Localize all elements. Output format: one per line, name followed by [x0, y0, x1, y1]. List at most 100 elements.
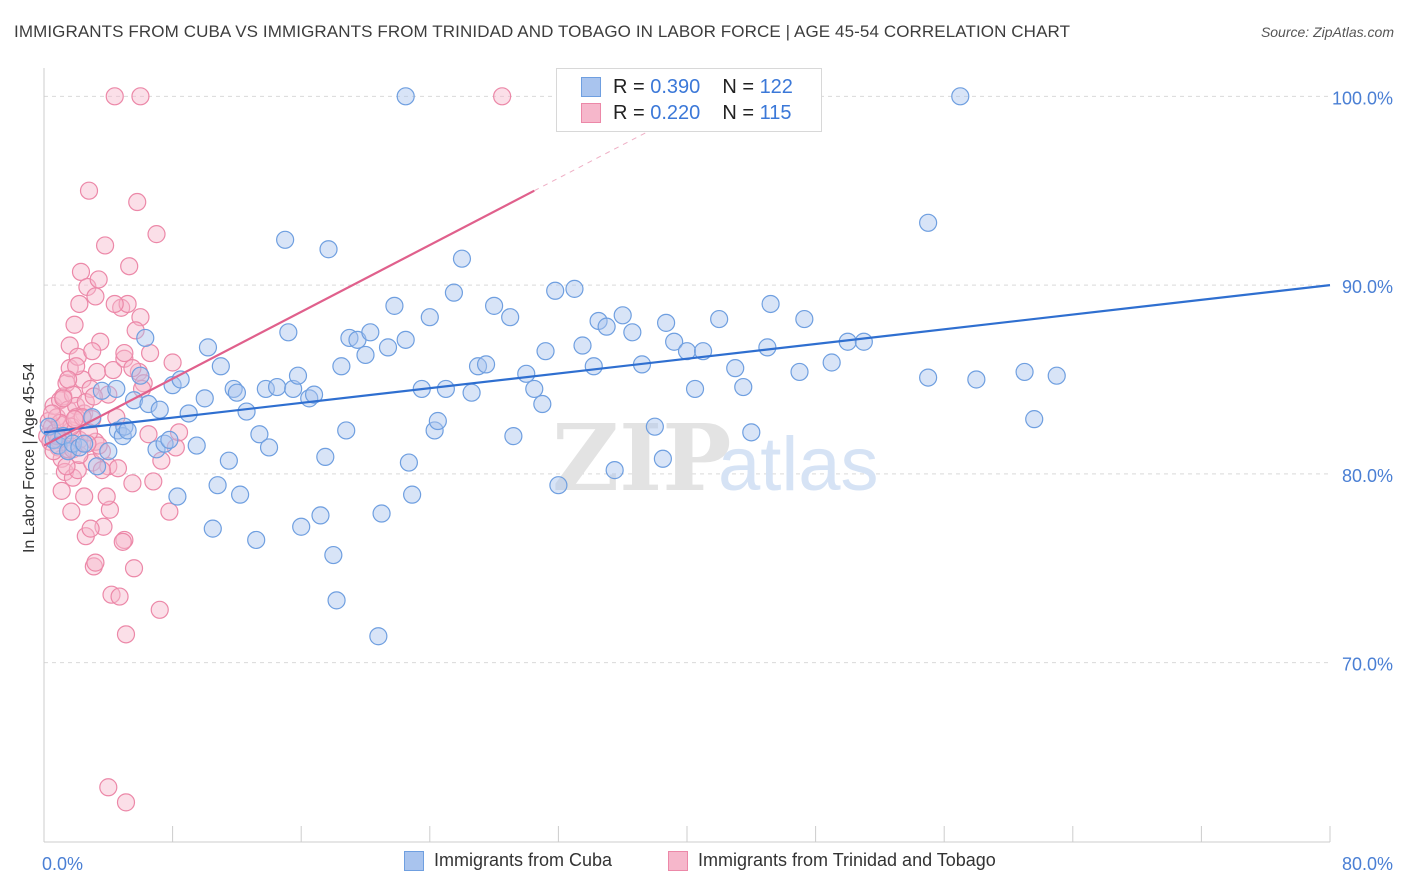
- y-tick-label: 80.0%: [1342, 466, 1393, 486]
- cuba-point: [356, 345, 375, 365]
- cuba-point: [369, 627, 388, 646]
- cuba-point: [136, 328, 155, 348]
- cuba-point: [378, 338, 398, 357]
- tt-point: [62, 502, 81, 521]
- watermark: ZIP atlas: [552, 404, 879, 512]
- cuba-point: [256, 379, 275, 399]
- chart-title: IMMIGRANTS FROM CUBA VS IMMIGRANTS FROM …: [14, 22, 1071, 41]
- tt-point: [126, 321, 145, 340]
- cuba-point: [187, 436, 206, 455]
- cuba-point: [504, 427, 523, 446]
- tt-point: [163, 353, 182, 372]
- cuba-point: [653, 449, 672, 468]
- cuba-point: [139, 394, 158, 414]
- tt-point: [65, 315, 84, 334]
- cuba-point: [444, 283, 464, 302]
- cuba-trend-line: [43, 284, 1331, 434]
- bottom-legend-cuba: Immigrants from Cuba: [404, 850, 612, 871]
- cuba-point: [822, 353, 841, 372]
- tt-point: [89, 436, 108, 455]
- x-tick-label-max: 80.0%: [1342, 854, 1393, 874]
- cuba-point: [324, 545, 343, 565]
- y-tick-label: 100.0%: [1332, 88, 1393, 108]
- legend-swatch-cuba: [581, 77, 601, 97]
- tt-point: [150, 600, 169, 619]
- cuba-point: [131, 366, 150, 385]
- axis-labels: 70.0% 80.0% 90.0% 100.0% 0.0% 80.0% In Labor F…: [21, 88, 1393, 874]
- cuba-point: [276, 230, 295, 249]
- cuba-point: [919, 368, 938, 387]
- watermark-zip: ZIP: [552, 404, 731, 512]
- cuba-point: [584, 357, 603, 376]
- cuba-point: [476, 355, 496, 374]
- cuba-point: [198, 338, 218, 357]
- cuba-point: [645, 417, 664, 436]
- cuba-point: [92, 381, 111, 400]
- tt-point: [83, 342, 102, 361]
- cuba-point: [227, 383, 246, 402]
- cuba-point: [685, 379, 705, 399]
- tt-point: [67, 357, 86, 376]
- cuba-point: [288, 366, 308, 385]
- tt-trend-line: [43, 189, 535, 447]
- tt-point: [147, 225, 166, 244]
- cuba-point: [710, 309, 729, 329]
- tt-point: [52, 481, 71, 500]
- cuba-point: [436, 379, 455, 399]
- cuba-point: [613, 306, 632, 325]
- cuba-point: [501, 308, 520, 327]
- cuba-point: [665, 332, 684, 351]
- cuba-point: [758, 338, 777, 357]
- legend-n-value-cuba: 122: [759, 75, 793, 98]
- watermark-atlas: atlas: [718, 422, 879, 507]
- tt-point: [144, 472, 163, 491]
- cuba-point: [337, 421, 356, 440]
- cuba-point: [428, 411, 447, 431]
- cuba-point: [250, 425, 269, 444]
- cuba-point: [311, 506, 330, 525]
- tt-point: [140, 343, 160, 363]
- cuba-point: [565, 279, 584, 298]
- cuba-point: [951, 87, 970, 106]
- tt-trend-extension: [534, 125, 660, 192]
- tt-point: [89, 270, 108, 289]
- legend-n-label-tt: N =: [722, 101, 760, 124]
- tt-point: [95, 236, 115, 255]
- legend-row-tt: R = 0.220 N = 115: [581, 100, 791, 126]
- bottom-legend-tt: Immigrants from Trinidad and Tobago: [668, 850, 996, 871]
- cuba-point: [361, 323, 380, 342]
- tt-point: [75, 487, 94, 506]
- cuba-point: [399, 453, 419, 472]
- tt-point: [120, 257, 139, 276]
- tt-point: [65, 410, 84, 429]
- tt-point: [118, 294, 137, 314]
- cuba-point: [113, 427, 132, 446]
- legend-swatch-tt: [581, 103, 601, 123]
- cuba-point: [208, 476, 227, 495]
- legend-n-label-cuba: N =: [722, 75, 760, 98]
- tt-point: [128, 192, 147, 212]
- cuba-point: [462, 383, 481, 402]
- tt-point: [160, 502, 179, 521]
- tt-point: [86, 553, 105, 572]
- cuba-point: [790, 362, 809, 382]
- cuba-point: [396, 87, 415, 106]
- cuba-point: [967, 370, 986, 389]
- tt-point: [166, 438, 185, 457]
- legend-row-cuba: R = 0.390 N = 122: [581, 74, 793, 100]
- cuba-point: [597, 317, 616, 336]
- tt-point: [97, 487, 116, 506]
- cuba-point: [726, 359, 745, 378]
- cuba-point: [247, 530, 266, 550]
- cuba-point: [385, 296, 404, 315]
- cuba-point: [87, 457, 107, 476]
- cuba-point: [168, 487, 187, 506]
- tt-point: [115, 343, 134, 363]
- tt-point: [108, 459, 128, 478]
- cuba-point: [525, 379, 544, 399]
- cuba-point: [761, 294, 780, 314]
- cuba-point: [605, 461, 624, 480]
- cuba-point: [195, 389, 214, 408]
- tt-point: [169, 423, 189, 442]
